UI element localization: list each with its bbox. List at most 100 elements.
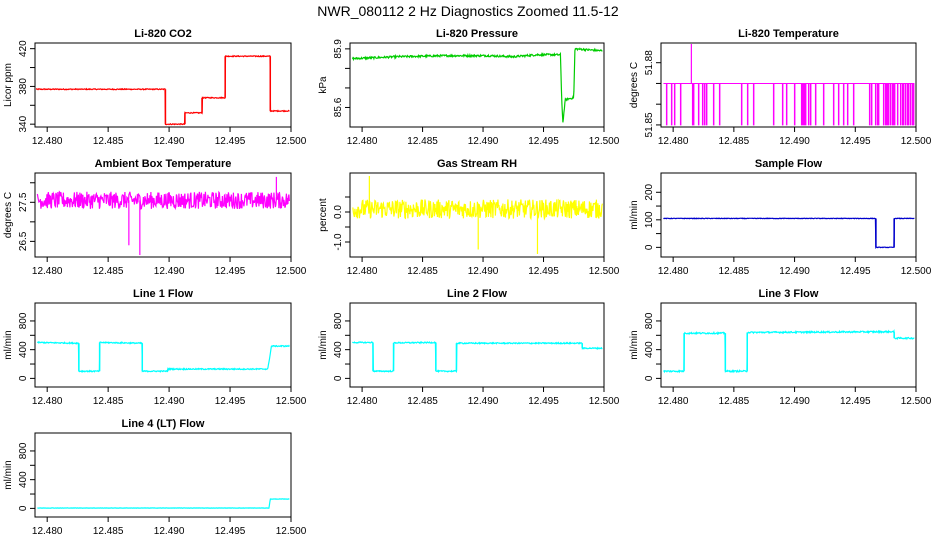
panel-title: Line 4 (LT) Flow	[122, 418, 205, 430]
chart-panels: Li-820 CO2 12.480 12.485 12.490 12.495 12.500…	[3, 28, 932, 537]
x-tick-label: 12.495	[528, 396, 559, 407]
x-tick-label: 12.480	[347, 396, 378, 407]
y-tick-label: 340	[18, 115, 29, 132]
x-tick-label: 12.480	[32, 526, 63, 537]
panel-title: Gas Stream RH	[437, 158, 517, 170]
y-tick-label: 420	[18, 40, 29, 57]
plot-frame	[349, 172, 605, 258]
series-line	[352, 198, 603, 221]
x-tick-label: 12.480	[658, 396, 689, 407]
x-tick-label: 12.495	[215, 266, 246, 277]
y-tick-label: 800	[18, 312, 29, 329]
x-tick-label: 12.480	[658, 136, 689, 147]
x-tick-label: 12.500	[901, 266, 932, 277]
y-axis-label: Licor ppm	[3, 63, 14, 107]
x-tick-label: 12.490	[468, 266, 499, 277]
panel-title: Li-820 Pressure	[436, 28, 518, 40]
y-axis-label: percent	[318, 198, 329, 232]
plot-frame	[349, 42, 605, 128]
series-group	[663, 217, 915, 250]
plot-frame	[34, 42, 292, 128]
x-tick-label: 12.485	[719, 136, 750, 147]
panel-li-820-co2: Li-820 CO2 12.480 12.485 12.490 12.495 12.500…	[3, 28, 307, 147]
x-tick-label: 12.495	[215, 136, 246, 147]
plot-frame	[660, 172, 917, 258]
y-tick-label: 85.9	[333, 39, 344, 59]
panel-line-2-flow: Line 2 Flow 12.480 12.485 12.490 12.495 12.50…	[318, 288, 620, 407]
x-tick-label: 12.500	[276, 526, 307, 537]
y-tick-label: 400	[18, 341, 29, 358]
plot-frame	[660, 302, 917, 388]
panel-gas-stream-rh: Gas Stream RH 12.480 12.485 12.490 12.495 12.…	[318, 158, 620, 277]
x-tick-label: 12.480	[32, 396, 63, 407]
series-line	[351, 47, 603, 123]
x-tick-label: 12.485	[407, 266, 438, 277]
figure-title: NWR_080112 2 Hz Diagnostics Zoomed 11.5-…	[317, 3, 619, 19]
x-tick-label: 12.500	[589, 396, 620, 407]
y-tick-label: 51.85	[644, 112, 655, 137]
y-axis-label: kPa	[318, 76, 329, 94]
y-tick-label: 0	[333, 375, 344, 381]
y-tick-label: 0	[18, 505, 29, 511]
x-tick-label: 12.500	[276, 136, 307, 147]
panel-title: Ambient Box Temperature	[95, 158, 232, 170]
x-tick-label: 12.500	[276, 266, 307, 277]
series-group	[36, 54, 290, 126]
y-axis-label: degrees C	[3, 192, 14, 238]
x-tick-label: 12.485	[719, 266, 750, 277]
y-tick-label: 100	[644, 211, 655, 228]
panel-title: Li-820 Temperature	[738, 28, 839, 40]
y-tick-label: 800	[644, 312, 655, 329]
plot-frame	[660, 42, 917, 128]
series-line	[37, 498, 290, 509]
x-tick-label: 12.490	[154, 136, 185, 147]
y-axis-label: ml/min	[3, 460, 14, 489]
panel-line-4-lt-flow: Line 4 (LT) Flow 12.480 12.485 12.490 12.495…	[3, 418, 307, 537]
x-tick-label: 12.480	[347, 266, 378, 277]
x-tick-label: 12.500	[589, 136, 620, 147]
panel-line-1-flow: Line 1 Flow 12.480 12.485 12.490 12.495 12.50…	[3, 288, 307, 407]
series-group	[663, 328, 915, 374]
x-tick-label: 12.495	[528, 266, 559, 277]
series-line	[36, 190, 290, 211]
y-tick-label: 800	[18, 442, 29, 459]
series-line	[663, 217, 915, 250]
x-tick-label: 12.485	[93, 266, 124, 277]
panel-title: Line 3 Flow	[759, 288, 819, 300]
y-tick-label: 0.0	[333, 205, 344, 219]
x-tick-label: 12.480	[32, 136, 63, 147]
y-tick-label: 800	[333, 312, 344, 329]
series-line	[663, 82, 915, 126]
x-tick-label: 12.495	[840, 136, 871, 147]
x-tick-label: 12.480	[347, 136, 378, 147]
x-tick-label: 12.490	[468, 136, 499, 147]
y-tick-label: 26.5	[18, 231, 29, 251]
x-tick-label: 12.480	[32, 266, 63, 277]
x-tick-label: 12.500	[901, 396, 932, 407]
series-group	[351, 341, 603, 374]
x-tick-label: 12.495	[840, 396, 871, 407]
plot-frame	[34, 432, 292, 518]
plot-frame	[34, 302, 292, 388]
y-tick-label: 400	[644, 341, 655, 358]
y-tick-label: 380	[18, 78, 29, 95]
series-group	[663, 44, 915, 126]
panel-li-820-pressure: Li-820 Pressure 12.480 12.485 12.490 12.495 1…	[318, 28, 620, 147]
panel-title: Sample Flow	[755, 158, 823, 170]
y-tick-label: 400	[333, 341, 344, 358]
y-axis-label: ml/min	[629, 330, 640, 359]
panel-title: Line 2 Flow	[447, 288, 507, 300]
y-axis-label: ml/min	[629, 200, 640, 229]
x-tick-label: 12.490	[154, 266, 185, 277]
plot-frame	[34, 172, 292, 258]
x-tick-label: 12.485	[407, 396, 438, 407]
y-tick-label: -1.0	[333, 233, 344, 251]
panel-line-3-flow: Line 3 Flow 12.480 12.485 12.490 12.495 12.50…	[629, 288, 932, 407]
plot-frame	[349, 302, 605, 388]
y-tick-label: 0	[644, 244, 655, 250]
y-tick-label: 400	[18, 471, 29, 488]
x-tick-label: 12.490	[779, 266, 810, 277]
x-tick-label: 12.490	[154, 396, 185, 407]
x-tick-label: 12.500	[589, 266, 620, 277]
